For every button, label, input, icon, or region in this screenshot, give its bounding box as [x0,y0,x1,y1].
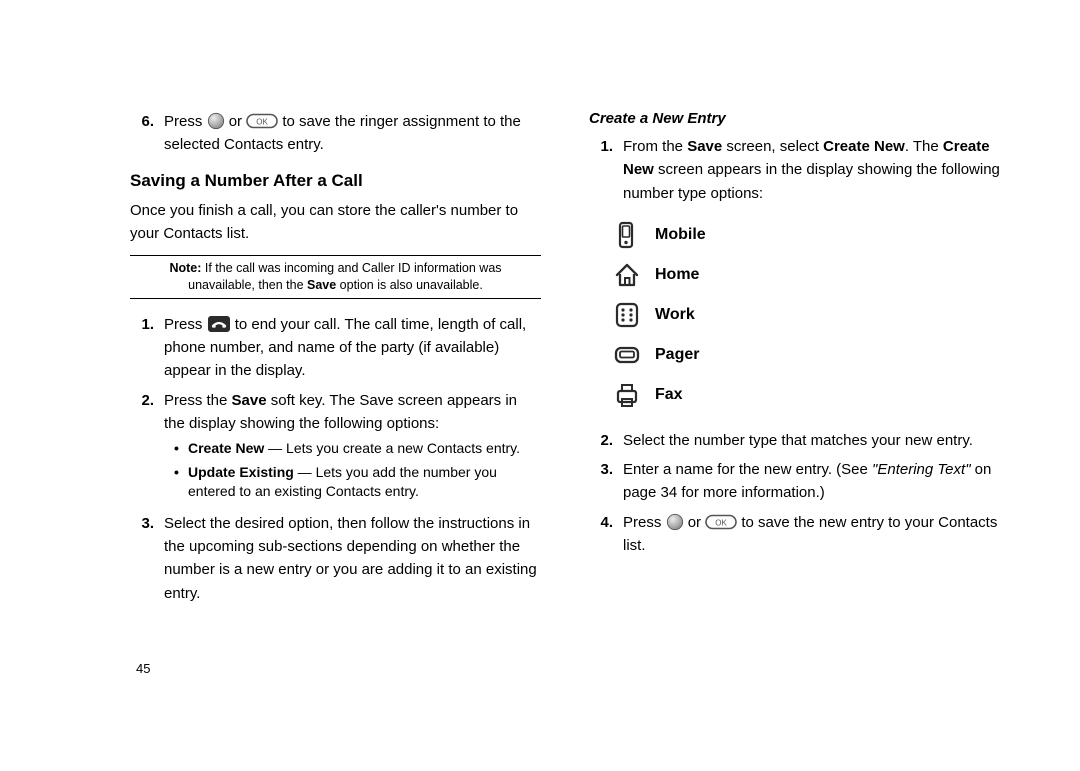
type-label: Pager [655,346,699,364]
list-body: Press or to save the new entry to your C… [623,511,1000,558]
list-number: 3. [589,458,623,505]
number-type-list: Mobile Home Work Pager Fax [613,215,1000,415]
type-work: Work [613,295,1000,335]
type-label: Mobile [655,226,706,244]
home-icon [613,261,655,289]
text: or [688,514,706,531]
text: From the [623,138,687,155]
text: or [229,113,247,130]
right-column: Create a New Entry 1. From the Save scre… [589,110,1000,676]
note-block: Note: If the call was incoming and Calle… [130,260,541,294]
mobile-icon [613,221,655,249]
italic-text: "Entering Text" [872,461,970,478]
bullet-body: Update Existing — Lets you add the numbe… [188,463,541,502]
type-home: Home [613,255,1000,295]
list-body: Select the desired option, then follow t… [164,512,541,605]
step-2: 2. Press the Save soft key. The Save scr… [130,389,541,506]
list-body: Press to end your call. The call time, l… [164,313,541,383]
list-body: Enter a name for the new entry. (See "En… [623,458,1000,505]
list-number: 1. [130,313,164,383]
nav-circle-icon [207,112,225,130]
text: Press [164,113,207,130]
note-bold: Save [307,278,336,292]
list-number: 2. [130,389,164,506]
section-heading: Saving a Number After a Call [130,171,541,191]
list-body: Press or to save the ringer assignment t… [164,110,541,157]
step-3: 3. Select the desired option, then follo… [130,512,541,605]
note-tail: option is also unavailable. [336,278,483,292]
note-rule-bottom [130,298,541,299]
bullet-create-new: • Create New — Lets you create a new Con… [174,439,541,459]
list-number: 6. [130,110,164,157]
intro-paragraph: Once you finish a call, you can store th… [130,199,541,246]
bullet-update-existing: • Update Existing — Lets you add the num… [174,463,541,502]
bullet-bold: Create New [188,440,264,456]
r-step-4: 4. Press or to save the new entry to you… [589,511,1000,558]
bullet-body: Create New — Lets you create a new Conta… [188,439,541,459]
step-6: 6. Press or to save the ringer assignmen… [130,110,541,157]
note-label: Note: [169,261,201,275]
page-number: 45 [136,661,541,676]
page-columns: 6. Press or to save the ringer assignmen… [130,110,1000,676]
text: screen, select [722,138,823,155]
bullet-rest: — Lets you create a new Contacts entry. [264,440,520,456]
nav-circle-icon [666,513,684,531]
bullet-marker: • [174,439,188,459]
bullet-bold: Update Existing [188,464,294,480]
bullet-marker: • [174,463,188,502]
subsection-heading: Create a New Entry [589,110,1000,127]
text: Press [164,316,207,333]
list-number: 2. [589,429,623,452]
list-body: Select the number type that matches your… [623,429,1000,452]
r-step-2: 2. Select the number type that matches y… [589,429,1000,452]
bold-text: Save [687,138,722,155]
type-fax: Fax [613,375,1000,415]
type-label: Home [655,266,699,284]
note-rule-top [130,255,541,256]
list-number: 1. [589,135,623,205]
text: Enter a name for the new entry. (See [623,461,872,478]
step-1: 1. Press to end your call. The call time… [130,313,541,383]
ok-button-icon [705,513,737,531]
list-number: 4. [589,511,623,558]
type-label: Fax [655,386,683,404]
text: . The [905,138,943,155]
work-icon [613,301,655,329]
pager-icon [613,341,655,369]
r-step-1: 1. From the Save screen, select Create N… [589,135,1000,205]
r-step-3: 3. Enter a name for the new entry. (See … [589,458,1000,505]
text: Press [623,514,666,531]
left-column: 6. Press or to save the ringer assignmen… [130,110,541,676]
text: Press the [164,392,232,409]
bold-text: Save [232,392,267,409]
list-body: From the Save screen, select Create New.… [623,135,1000,205]
type-pager: Pager [613,335,1000,375]
type-mobile: Mobile [613,215,1000,255]
list-body: Press the Save soft key. The Save screen… [164,389,541,506]
text: screen appears in the display showing th… [623,161,1000,201]
fax-icon [613,381,655,409]
bold-text: Create New [823,138,905,155]
end-call-key-icon [207,315,231,333]
type-label: Work [655,306,695,324]
ok-button-icon [246,112,278,130]
list-number: 3. [130,512,164,605]
